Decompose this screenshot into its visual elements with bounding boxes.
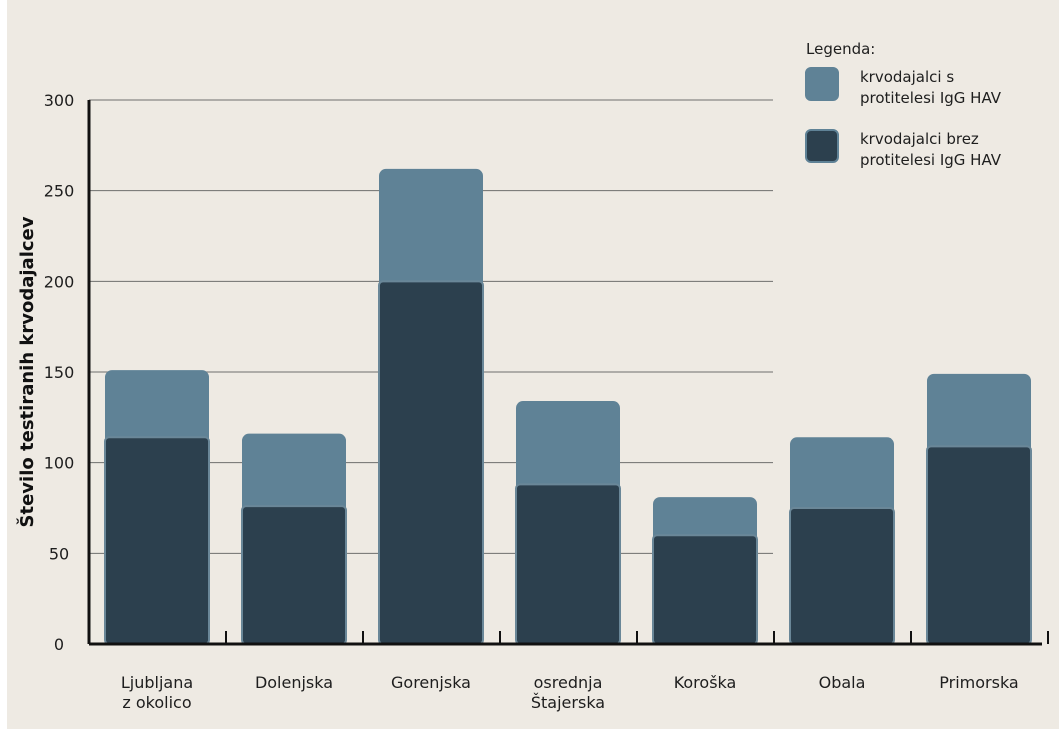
bar-segment-with-antibodies [379, 168, 483, 292]
x-tick-label: Dolenjska [255, 673, 333, 692]
y-axis-label: Število testiranih krvodajalcev [16, 216, 38, 527]
legend-swatch [805, 129, 839, 163]
y-tick-label: 300 [44, 91, 75, 110]
y-tick-label: 100 [44, 454, 75, 473]
bar-segment-without-antibodies [926, 445, 1032, 646]
y-tick-label: 150 [44, 363, 75, 382]
bar-segment-with-antibodies [790, 437, 894, 518]
y-tick-label: 0 [54, 635, 64, 654]
chart-panel: 0 50 100 150 200 250 300 Število testiranih krv… [7, 0, 1059, 729]
y-tick-label: 50 [49, 544, 69, 563]
x-tick-label: Primorska [939, 673, 1018, 692]
legend-label: protitelesi IgG HAV [860, 151, 1002, 169]
bar-segment-without-antibodies [789, 507, 895, 645]
x-tick-label: osrednja [534, 673, 603, 692]
x-tick-label: Obala [819, 673, 866, 692]
x-tick-label: Gorenjska [391, 673, 471, 692]
bar-segment-without-antibodies [378, 280, 484, 645]
bar-segment-without-antibodies [652, 534, 758, 646]
x-tick-label: z okolico [122, 693, 191, 712]
x-tick-label: Ljubljana [121, 673, 193, 692]
bar-segment-with-antibodies [653, 497, 757, 546]
x-tick-label: Koroška [674, 673, 737, 692]
bar-segment-with-antibodies [927, 373, 1031, 457]
bar-segment-with-antibodies [242, 433, 346, 517]
legend-label: protitelesi IgG HAV [860, 89, 1002, 107]
bar-segment-with-antibodies [105, 370, 209, 448]
bar-segment-with-antibodies [516, 401, 620, 495]
x-tick-label: Štajerska [531, 693, 605, 712]
stacked-bar-chart: 0 50 100 150 200 250 300 Število testiranih krv… [16, 40, 1049, 712]
bar-segment-without-antibodies [241, 505, 347, 646]
legend-label: krvodajalci s [860, 68, 954, 86]
legend-label: krvodajalci brez [860, 130, 979, 148]
bar-segment-without-antibodies [515, 483, 621, 645]
legend-swatch [805, 67, 839, 101]
y-tick-label: 200 [44, 272, 75, 291]
bar-segment-without-antibodies [104, 436, 210, 645]
y-tick-label: 250 [44, 182, 75, 201]
legend-title: Legenda: [806, 40, 875, 58]
